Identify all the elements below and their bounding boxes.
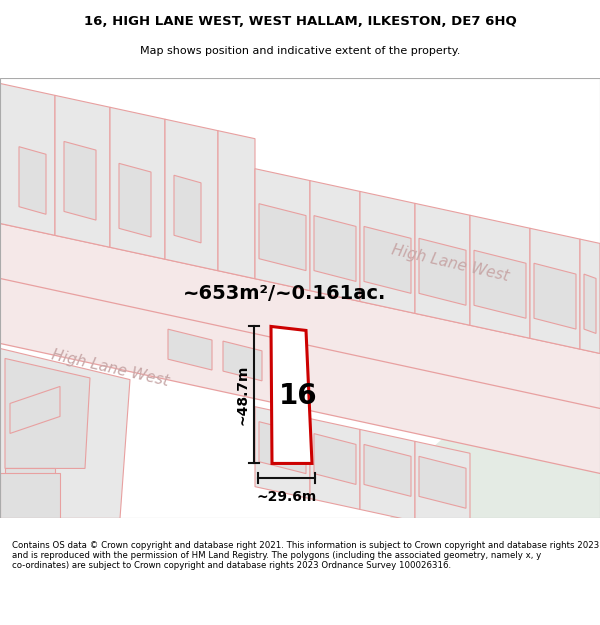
Polygon shape [530,228,580,349]
Polygon shape [119,163,151,237]
Text: High Lane West: High Lane West [390,242,510,284]
Polygon shape [474,250,526,318]
Polygon shape [259,204,306,271]
Text: 16, HIGH LANE WEST, WEST HALLAM, ILKESTON, DE7 6HQ: 16, HIGH LANE WEST, WEST HALLAM, ILKESTO… [83,14,517,28]
Polygon shape [584,274,596,334]
Polygon shape [314,434,356,484]
Polygon shape [0,474,60,518]
Polygon shape [255,407,310,499]
Polygon shape [419,238,466,305]
Polygon shape [0,223,600,474]
Polygon shape [419,456,466,508]
Polygon shape [174,175,201,243]
Polygon shape [415,203,470,325]
Polygon shape [470,215,530,338]
Polygon shape [580,239,600,354]
Polygon shape [259,422,306,474]
Polygon shape [534,263,576,329]
Text: Contains OS data © Crown copyright and database right 2021. This information is : Contains OS data © Crown copyright and d… [12,541,599,571]
Polygon shape [0,84,55,236]
Polygon shape [314,216,356,281]
Polygon shape [310,181,360,301]
Polygon shape [19,147,46,214]
Polygon shape [165,119,218,271]
Polygon shape [218,131,255,279]
Polygon shape [255,169,310,291]
Polygon shape [271,326,312,463]
Polygon shape [110,107,165,259]
Text: High Lane West: High Lane West [50,348,170,389]
Polygon shape [168,329,212,370]
Polygon shape [5,469,55,508]
Polygon shape [223,341,262,381]
Polygon shape [5,358,90,469]
Text: ~48.7m: ~48.7m [235,365,249,425]
Polygon shape [360,191,415,313]
Polygon shape [0,349,130,518]
Polygon shape [364,444,411,496]
Polygon shape [360,429,415,521]
Polygon shape [390,388,600,518]
Polygon shape [415,441,470,533]
Polygon shape [55,96,110,248]
Polygon shape [310,419,360,509]
Polygon shape [10,386,60,434]
Text: Map shows position and indicative extent of the property.: Map shows position and indicative extent… [140,46,460,56]
Polygon shape [364,226,411,293]
Text: ~29.6m: ~29.6m [256,491,317,504]
Polygon shape [64,141,96,220]
Text: ~653m²/~0.161ac.: ~653m²/~0.161ac. [184,284,386,303]
Text: 16: 16 [279,382,317,410]
